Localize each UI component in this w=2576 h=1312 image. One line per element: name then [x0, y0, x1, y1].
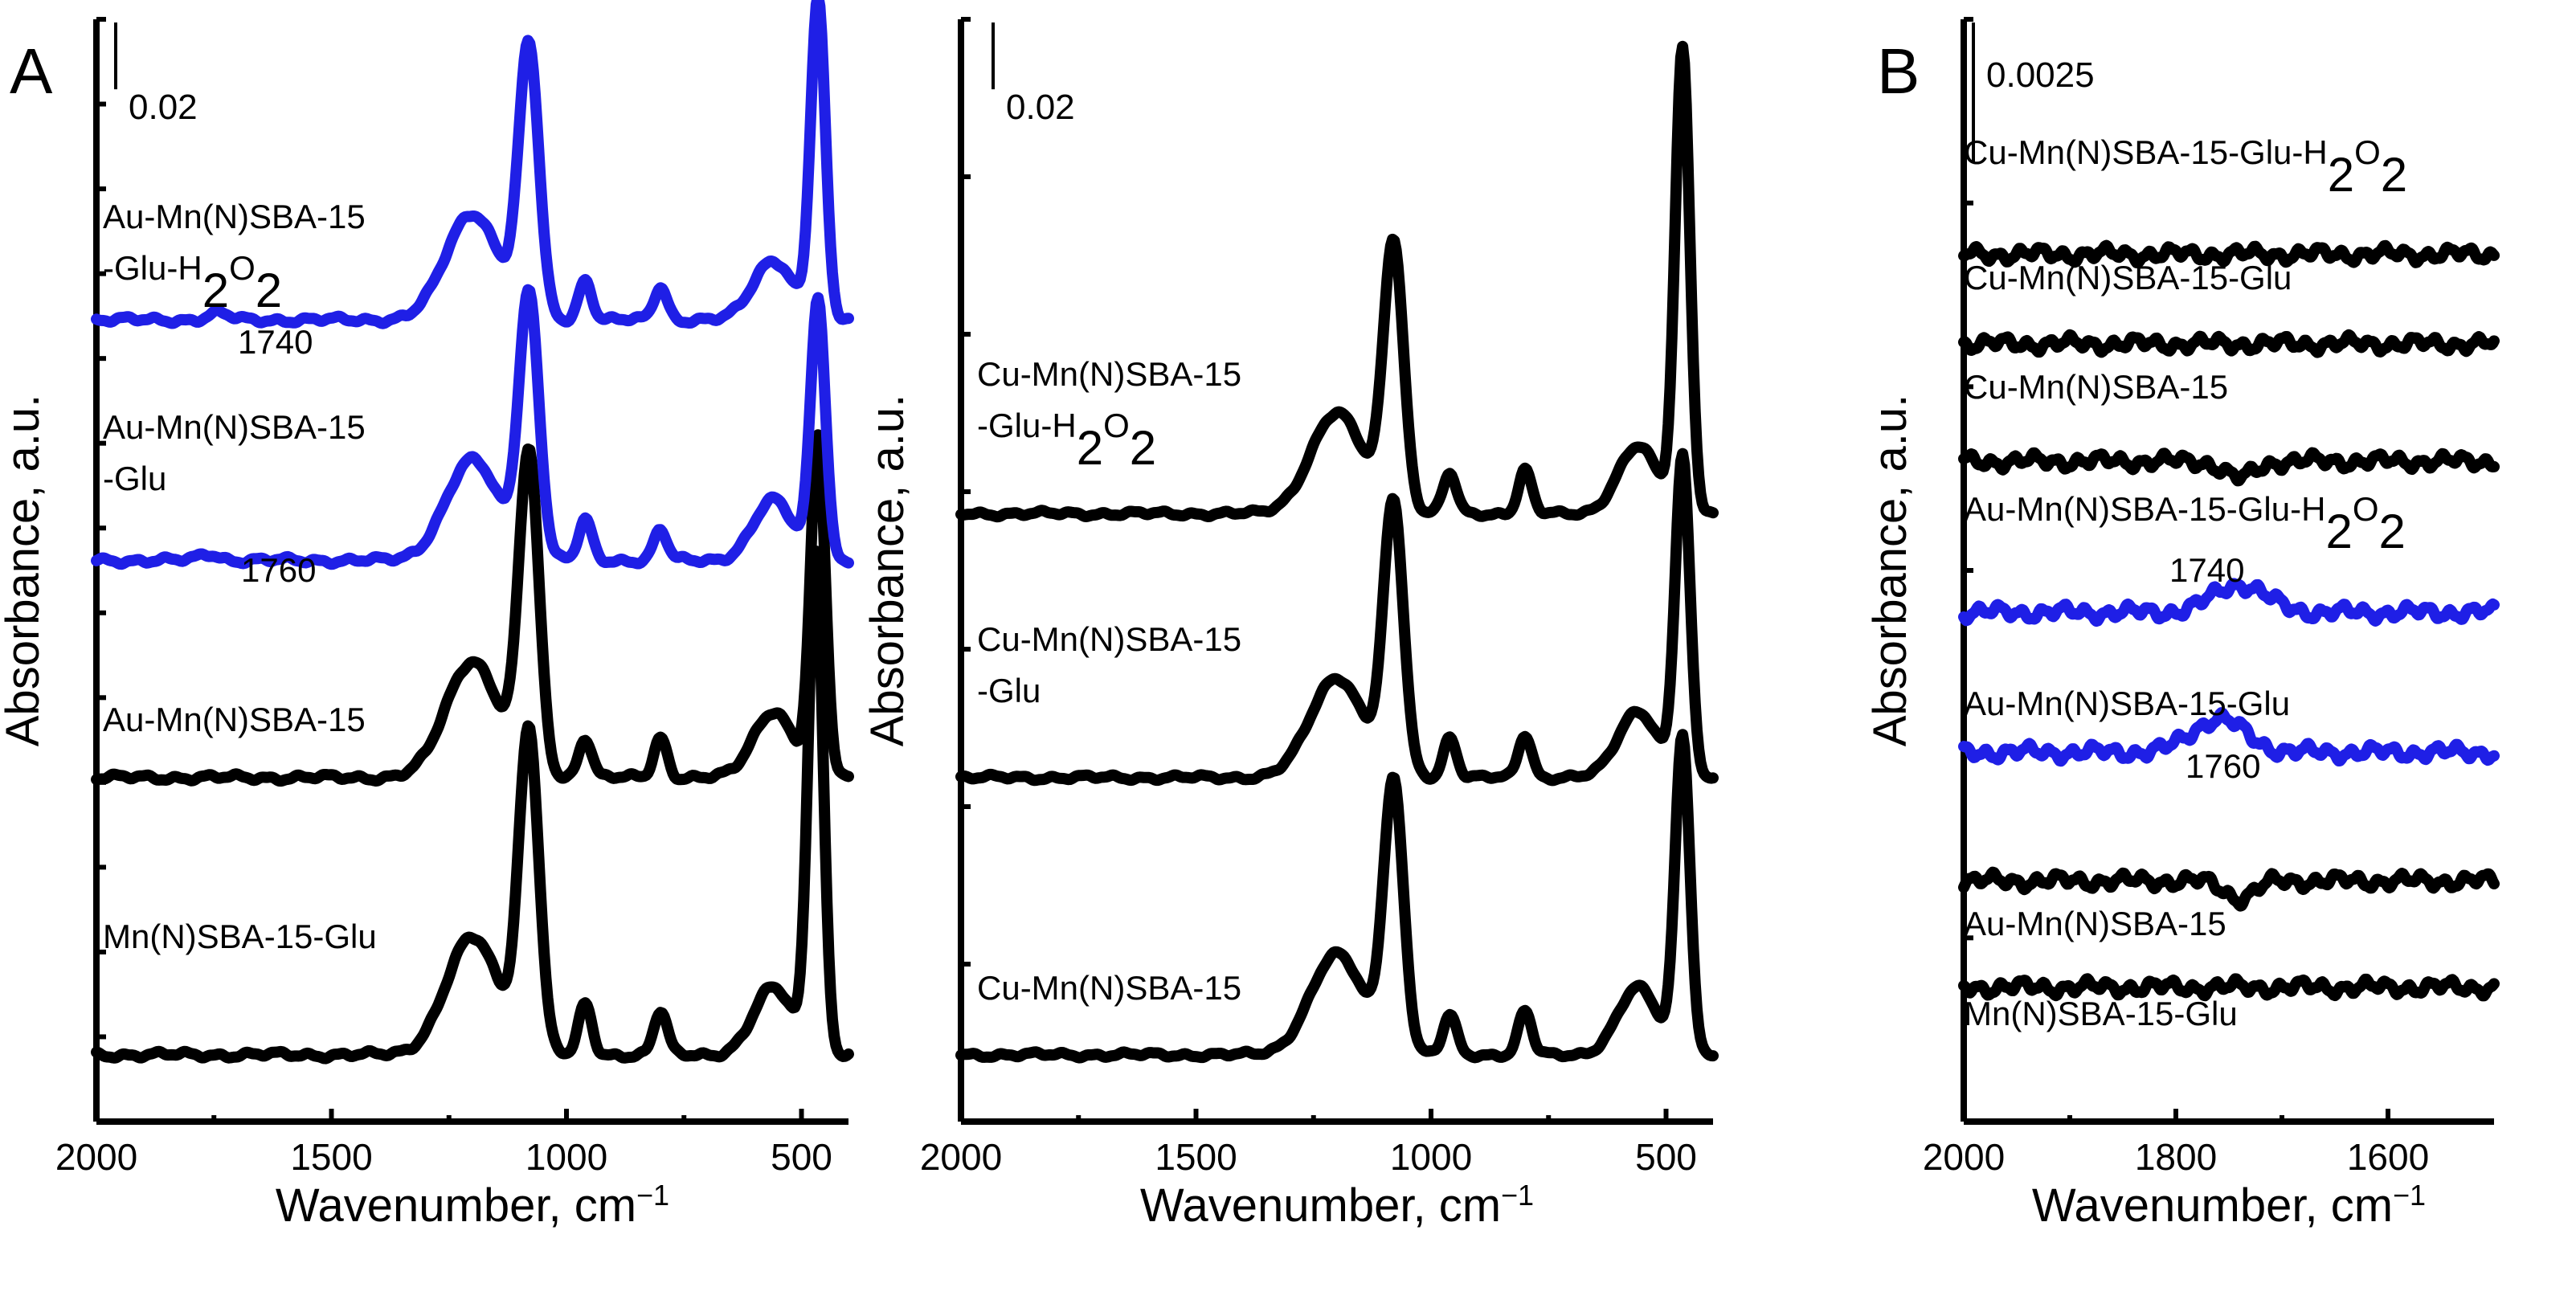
- x-tick-label: 2000: [920, 1136, 1002, 1178]
- x-tick-label: 1800: [2135, 1136, 2217, 1178]
- x-axis-title: Wavenumber, cm−1: [1140, 1179, 1534, 1232]
- x-tick-label: 2000: [1923, 1136, 2005, 1178]
- x-tick-label: 1600: [2347, 1136, 2429, 1178]
- series-line: [955, 729, 1719, 1064]
- x-axis-title: Wavenumber, cm−1: [276, 1179, 669, 1232]
- x-tick-label: 500: [1635, 1136, 1697, 1178]
- panel-1: 2000 1500 1000 500 Wavenumber, cm−1 Absorbanc…: [0, 0, 854, 1232]
- series-label: Cu-Mn(N)SBA-15: [1964, 368, 2228, 406]
- series-line: [1958, 329, 2500, 358]
- series-line: [91, 429, 854, 787]
- series-line: [91, 546, 854, 1065]
- series-line: [1958, 578, 2500, 627]
- series-label: Au-Mn(N)SBA-15: [103, 408, 366, 446]
- series-label: Cu-Mn(N)SBA-15: [977, 620, 1241, 658]
- series-label: Au-Mn(N)SBA-15-Glu: [1964, 685, 2290, 722]
- scale-bar-label: 0.0025: [1986, 55, 2095, 95]
- series-line: [1958, 239, 2500, 269]
- x-tick-label: 1000: [1390, 1136, 1472, 1178]
- series-label: -Glu: [977, 672, 1041, 709]
- series-label: Cu-Mn(N)SBA-15: [977, 969, 1241, 1007]
- series-line: [91, 0, 854, 329]
- panel-letter: A: [10, 35, 53, 107]
- peak-annotation: 1760: [241, 551, 316, 589]
- panel-2: 2000 1500 1000 500 Wavenumber, cm−1 Absorbanc…: [861, 17, 1719, 1232]
- series-line: [1958, 973, 2500, 1002]
- scale-bar-label: 0.02: [129, 88, 198, 127]
- series-line: [1958, 707, 2500, 767]
- x-tick-label: 500: [771, 1136, 832, 1178]
- series-line: [955, 40, 1719, 523]
- series-label: Cu-Mn(N)SBA-15-Glu-H2O2: [1964, 133, 2407, 202]
- y-axis-title: Absorbance, a.u.: [861, 394, 914, 747]
- series-line: [1958, 447, 2500, 487]
- series-line: [1958, 866, 2500, 912]
- panel-letter: B: [1877, 35, 1920, 107]
- x-tick-label: 2000: [55, 1136, 137, 1178]
- series-label: Au-Mn(N)SBA-15-Glu-H2O2: [1964, 490, 2406, 558]
- peak-annotation: 1760: [2186, 747, 2260, 785]
- scale-bar-label: 0.02: [1006, 88, 1075, 127]
- x-axis-title: Wavenumber, cm−1: [2032, 1179, 2426, 1232]
- series-label: -Glu: [103, 460, 166, 497]
- series-label: -Glu-H2O2: [103, 249, 282, 317]
- series-label: Cu-Mn(N)SBA-15: [977, 355, 1241, 393]
- peak-annotation: 1740: [2169, 551, 2244, 589]
- x-tick-label: 1500: [1155, 1136, 1237, 1178]
- series-label: Au-Mn(N)SBA-15: [1964, 905, 2226, 942]
- series-label: Mn(N)SBA-15-Glu: [103, 918, 377, 955]
- series-line: [91, 284, 854, 570]
- figure-root: 2000 1500 1000 500 Wavenumber, cm−1 Absorbanc…: [0, 0, 2500, 1232]
- series-label: Cu-Mn(N)SBA-15-Glu: [1964, 259, 2292, 296]
- x-tick-label: 1500: [290, 1136, 372, 1178]
- y-axis-title: Absorbance, a.u.: [0, 394, 49, 747]
- y-axis-title: Absorbance, a.u.: [1864, 394, 1916, 747]
- series-label: Au-Mn(N)SBA-15: [103, 701, 366, 738]
- series-label: Au-Mn(N)SBA-15: [103, 198, 366, 235]
- peak-annotation: 1740: [238, 323, 313, 361]
- series-line: [955, 448, 1719, 787]
- series-label: Mn(N)SBA-15-Glu: [1964, 995, 2238, 1032]
- series-label: -Glu-H2O2: [977, 407, 1156, 475]
- x-tick-label: 1000: [525, 1136, 607, 1178]
